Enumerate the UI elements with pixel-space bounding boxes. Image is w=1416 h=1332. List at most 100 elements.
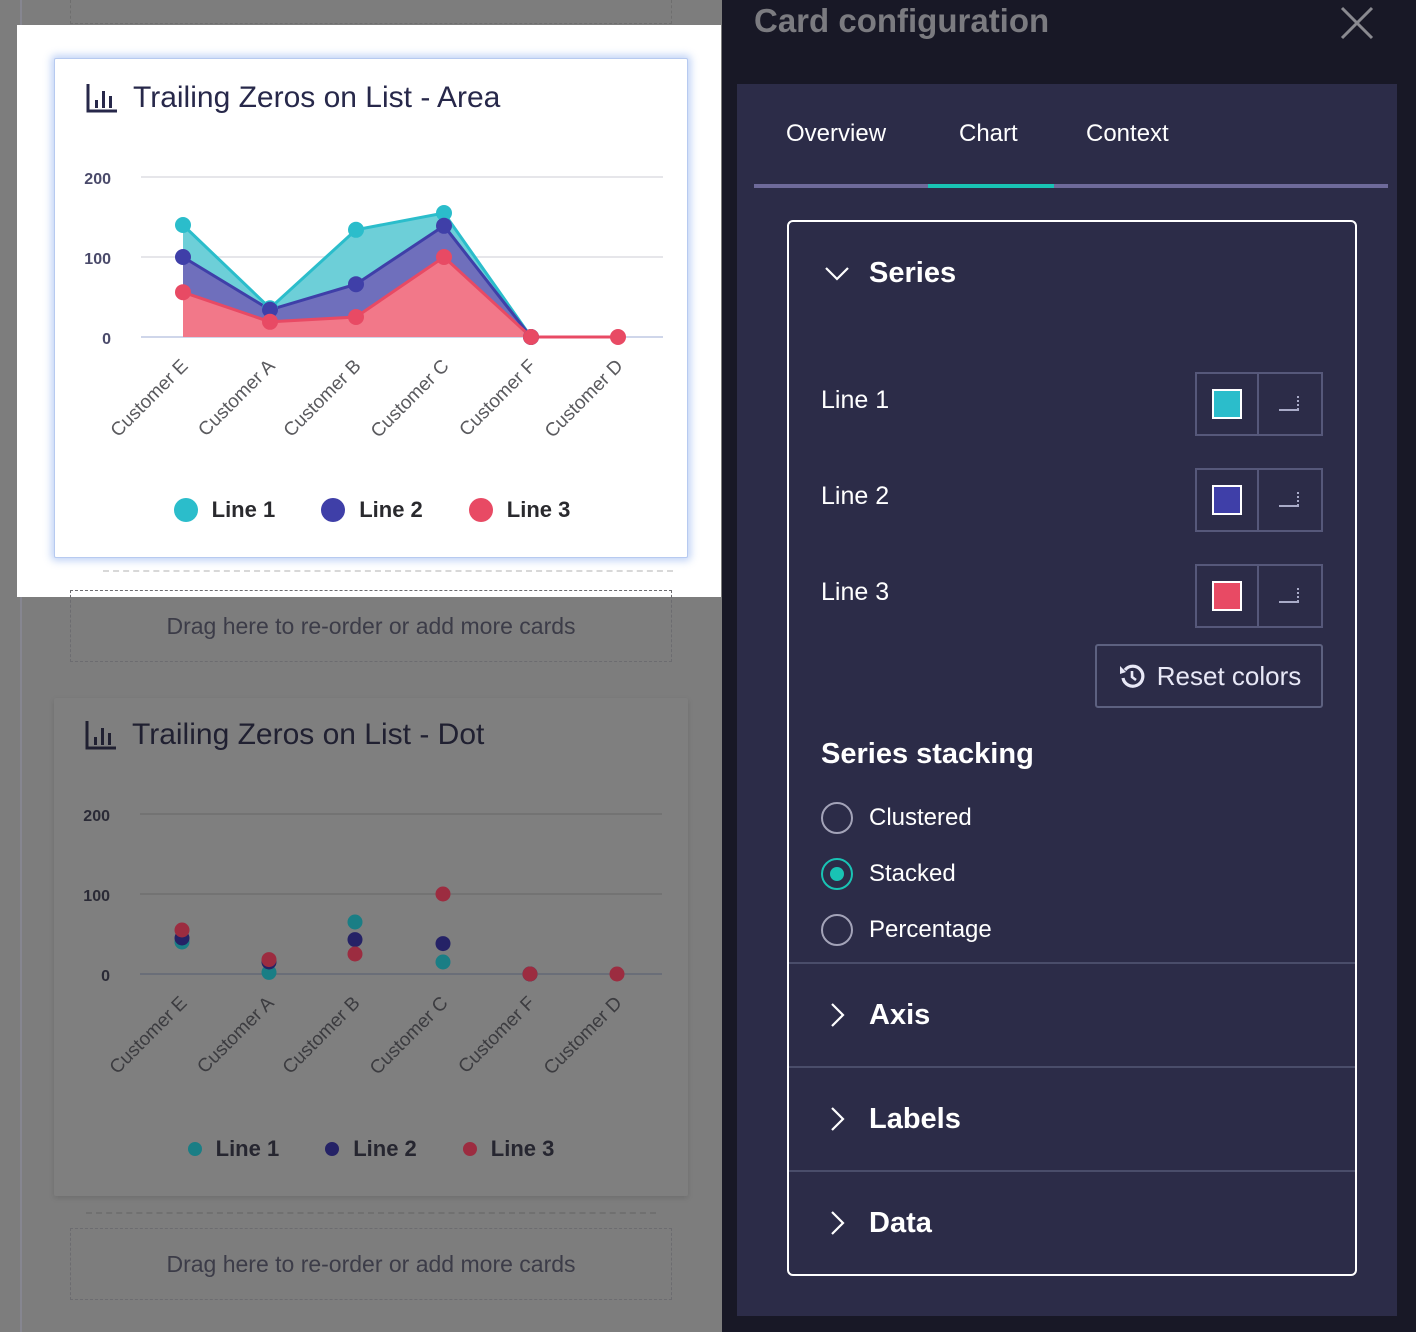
chart-legend: Line 1 Line 2 Line 3 <box>55 497 689 523</box>
line-style-icon <box>1279 492 1299 507</box>
legend-dot-icon <box>468 498 493 522</box>
chart-legend: Line 1 Line 2 Line 3 <box>54 1136 688 1162</box>
accordion-label: Axis <box>869 998 931 1031</box>
card-dot-chart[interactable]: Trailing Zeros on List - Dot 0 100 200 Cust… <box>54 698 688 1196</box>
accordion-data-header[interactable]: Data <box>789 1172 1355 1274</box>
panel-title: Card configuration <box>754 2 1050 39</box>
legend-dot-icon <box>462 1142 477 1156</box>
card-area-chart[interactable]: Trailing Zeros on List - Area 0 100 200 Cus… <box>54 58 688 558</box>
drop-zone-label: Drag here to re-order or add more cards <box>166 612 576 639</box>
radio-stacked[interactable]: Stacked <box>821 857 956 891</box>
card-header: Trailing Zeros on List - Area <box>85 81 500 115</box>
svg-text:Customer D: Customer D <box>541 356 628 443</box>
line-style-button[interactable] <box>1259 468 1323 532</box>
color-picker-button[interactable] <box>1195 372 1259 436</box>
chevron-down-icon <box>825 267 849 281</box>
chevron-right-icon <box>831 1211 845 1235</box>
svg-text:Customer C: Customer C <box>367 356 454 443</box>
svg-text:200: 200 <box>83 808 110 825</box>
reset-colors-button[interactable]: Reset colors <box>1095 644 1323 708</box>
tab-chart[interactable]: Chart <box>959 120 1018 147</box>
radio-clustered[interactable]: Clustered <box>821 801 972 835</box>
legend-item-line-2[interactable]: Line 2 <box>325 1136 417 1162</box>
card-title: Trailing Zeros on List - Dot <box>132 718 485 751</box>
color-picker-button[interactable] <box>1195 468 1259 532</box>
line-style-icon <box>1279 588 1299 603</box>
svg-text:Customer A: Customer A <box>193 992 278 1077</box>
svg-text:100: 100 <box>83 888 110 905</box>
svg-text:Customer D: Customer D <box>540 993 627 1080</box>
accordion-label: Data <box>869 1206 932 1239</box>
tab-track <box>754 184 1388 188</box>
legend-dot-icon <box>173 498 198 522</box>
series-label: Line 2 <box>821 482 890 510</box>
svg-text:Customer F: Customer F <box>455 993 540 1078</box>
svg-text:0: 0 <box>102 331 111 348</box>
color-picker-button[interactable] <box>1195 564 1259 628</box>
color-swatch <box>1212 485 1242 515</box>
bar-chart-icon <box>85 721 116 750</box>
card-configuration-panel: Card configuration Overview Chart Contex… <box>722 0 1416 1332</box>
reset-icon <box>1119 664 1145 688</box>
drop-zone-top[interactable] <box>70 0 672 24</box>
line-style-icon <box>1279 396 1299 411</box>
svg-text:100: 100 <box>84 251 111 268</box>
radio-checked-icon <box>821 858 853 890</box>
dashboard-canvas: Trailing Zeros on List - Area 0 100 200 Cus… <box>17 0 721 1332</box>
svg-text:Customer F: Customer F <box>456 356 541 441</box>
legend-item-line-3[interactable]: Line 3 <box>468 497 570 523</box>
color-swatch <box>1212 581 1242 611</box>
drop-zone[interactable]: Drag here to re-order or add more cards <box>70 1228 672 1300</box>
svg-text:Customer B: Customer B <box>280 356 366 442</box>
legend-dot-icon <box>187 1142 202 1156</box>
legend-dot-icon <box>321 498 346 522</box>
active-tab-indicator <box>928 184 1054 188</box>
chart-settings-accordion: Series Line 1 Line 2 <box>787 220 1357 1276</box>
close-icon[interactable] <box>1340 6 1374 40</box>
divider <box>789 1170 1355 1172</box>
line-style-button[interactable] <box>1259 372 1323 436</box>
legend-item-line-1[interactable]: Line 1 <box>187 1136 279 1162</box>
accordion-label: Series <box>869 256 957 289</box>
reset-colors-label: Reset colors <box>1156 660 1302 691</box>
accordion-axis-header[interactable]: Axis <box>789 964 1355 1066</box>
series-row-line-3: Line 3 <box>789 564 1355 628</box>
svg-text:Customer C: Customer C <box>366 993 453 1080</box>
legend-dot-icon <box>325 1142 340 1156</box>
legend-item-line-3[interactable]: Line 3 <box>462 1136 554 1162</box>
svg-text:200: 200 <box>84 171 111 188</box>
tab-context[interactable]: Context <box>1086 120 1169 147</box>
radio-circle-icon <box>821 802 853 834</box>
divider <box>789 962 1355 964</box>
bar-chart-icon <box>86 84 117 113</box>
radio-percentage[interactable]: Percentage <box>821 913 992 947</box>
accordion-labels-header[interactable]: Labels <box>789 1068 1355 1170</box>
card-title: Trailing Zeros on List - Area <box>133 81 501 114</box>
card-header: Trailing Zeros on List - Dot <box>84 718 484 752</box>
divider <box>86 1212 656 1214</box>
tab-bar: Overview Chart Context <box>754 84 1388 188</box>
legend-item-line-2[interactable]: Line 2 <box>321 497 423 523</box>
drop-zone[interactable]: Drag here to re-order or add more cards <box>70 590 672 662</box>
series-label: Line 3 <box>821 578 890 606</box>
divider <box>103 570 673 572</box>
series-row-line-2: Line 2 <box>789 468 1355 532</box>
chevron-right-icon <box>831 1003 845 1027</box>
divider <box>789 1066 1355 1068</box>
accordion-label: Labels <box>869 1102 961 1135</box>
chevron-right-icon <box>831 1107 845 1131</box>
svg-text:Customer B: Customer B <box>279 993 365 1079</box>
radio-circle-icon <box>821 914 853 946</box>
legend-item-line-1[interactable]: Line 1 <box>173 497 275 523</box>
tab-overview[interactable]: Overview <box>786 120 887 147</box>
accordion-series-header[interactable]: Series <box>789 222 1355 324</box>
series-label: Line 1 <box>821 386 890 414</box>
svg-text:0: 0 <box>101 968 110 985</box>
panel-body: Overview Chart Context Series Line 1 <box>737 84 1397 1316</box>
line-style-button[interactable] <box>1259 564 1323 628</box>
svg-text:Customer E: Customer E <box>106 993 192 1079</box>
svg-text:Customer A: Customer A <box>194 355 279 440</box>
svg-text:Customer E: Customer E <box>107 356 193 442</box>
